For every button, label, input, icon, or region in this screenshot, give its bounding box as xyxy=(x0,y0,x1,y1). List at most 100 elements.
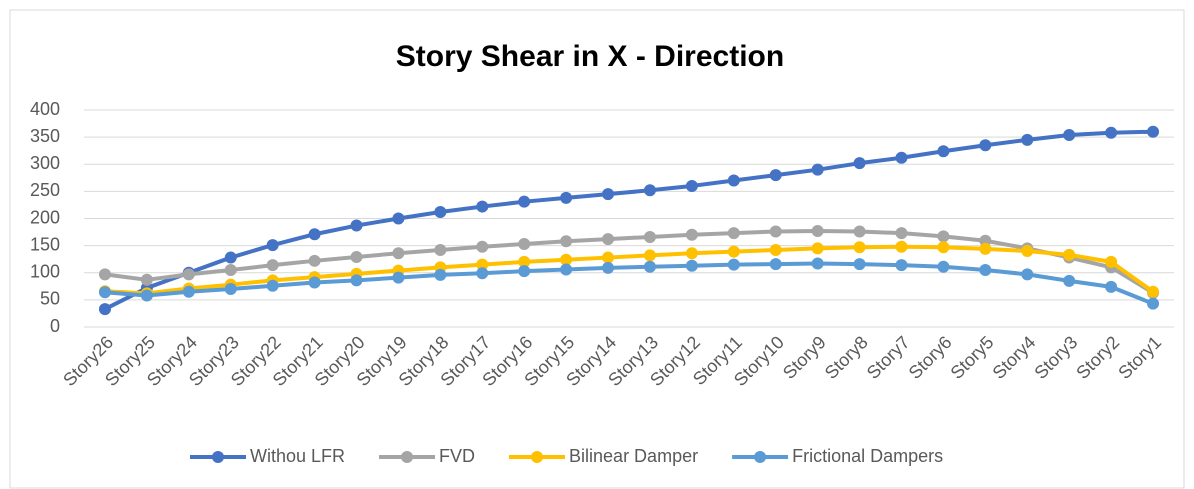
data-point xyxy=(643,260,656,273)
data-point xyxy=(643,184,656,197)
y-tick-label: 400 xyxy=(30,99,60,119)
data-point xyxy=(602,251,615,264)
data-point xyxy=(685,228,698,241)
data-point xyxy=(518,265,531,278)
data-point xyxy=(727,245,740,258)
data-point xyxy=(602,233,615,246)
data-point xyxy=(350,274,363,287)
data-point xyxy=(476,240,489,253)
data-point xyxy=(434,243,447,256)
data-point xyxy=(224,264,237,277)
data-point xyxy=(392,247,405,260)
data-point xyxy=(1105,280,1118,293)
data-point xyxy=(1105,126,1118,139)
data-point xyxy=(434,268,447,281)
data-point xyxy=(266,259,279,272)
data-point xyxy=(769,225,782,238)
legend-label: Frictional Dampers xyxy=(792,446,943,466)
y-tick-label: 150 xyxy=(30,234,60,254)
y-tick-label: 0 xyxy=(50,316,60,336)
data-point xyxy=(811,257,824,270)
data-point xyxy=(811,163,824,176)
data-point xyxy=(1021,268,1034,281)
data-point xyxy=(727,258,740,271)
y-tick-label: 50 xyxy=(40,289,60,309)
data-point xyxy=(727,227,740,240)
legend-label: FVD xyxy=(439,446,475,466)
data-point xyxy=(727,174,740,187)
data-point xyxy=(350,219,363,232)
data-point xyxy=(937,241,950,254)
y-tick-label: 250 xyxy=(30,180,60,200)
data-point xyxy=(308,254,321,267)
data-point xyxy=(685,179,698,192)
data-point xyxy=(643,249,656,262)
legend-marker xyxy=(754,451,767,463)
legend-marker xyxy=(401,451,414,463)
data-point xyxy=(1147,285,1160,298)
data-point xyxy=(434,205,447,218)
data-point xyxy=(811,242,824,255)
data-point xyxy=(602,261,615,274)
data-point xyxy=(392,271,405,284)
data-point xyxy=(979,264,992,277)
chart-title: Story Shear in X - Direction xyxy=(396,40,784,73)
data-point xyxy=(182,285,195,298)
legend-label: Bilinear Damper xyxy=(569,446,698,466)
data-point xyxy=(98,268,111,281)
data-point xyxy=(266,279,279,292)
data-point xyxy=(1063,274,1076,287)
y-tick-label: 200 xyxy=(30,207,60,227)
data-point xyxy=(1021,133,1034,146)
data-point xyxy=(979,242,992,255)
data-point xyxy=(224,251,237,264)
data-point xyxy=(1021,245,1034,258)
data-point xyxy=(1063,248,1076,261)
data-point xyxy=(895,240,908,253)
series-line xyxy=(104,261,1154,306)
data-point xyxy=(308,276,321,289)
data-point xyxy=(98,286,111,299)
data-point xyxy=(602,188,615,201)
data-point xyxy=(895,259,908,272)
data-point xyxy=(140,273,153,286)
series-line xyxy=(104,228,1155,295)
data-point xyxy=(1063,128,1076,141)
y-tick-label: 100 xyxy=(30,262,60,282)
data-point xyxy=(769,243,782,256)
data-point xyxy=(560,253,573,266)
data-point xyxy=(895,227,908,240)
series-line xyxy=(104,129,1154,311)
data-point xyxy=(685,259,698,272)
data-point xyxy=(266,239,279,252)
data-point xyxy=(518,255,531,268)
data-point xyxy=(937,260,950,273)
y-tick-label: 300 xyxy=(30,153,60,173)
data-point xyxy=(1147,125,1160,138)
data-point xyxy=(937,145,950,158)
data-point xyxy=(518,237,531,250)
data-point xyxy=(476,267,489,280)
data-point xyxy=(98,303,111,316)
data-point xyxy=(392,212,405,225)
data-point xyxy=(769,169,782,182)
data-point xyxy=(811,224,824,237)
data-point xyxy=(476,258,489,271)
data-point xyxy=(685,247,698,260)
data-point xyxy=(853,225,866,238)
data-point xyxy=(895,151,908,164)
data-point xyxy=(224,283,237,296)
legend-marker xyxy=(531,451,544,463)
data-point xyxy=(350,251,363,264)
legend-marker xyxy=(212,451,224,463)
legend-label: Withou LFR xyxy=(250,446,345,466)
y-tick-label: 350 xyxy=(30,126,60,146)
data-point xyxy=(643,230,656,243)
data-point xyxy=(1105,255,1118,268)
data-point xyxy=(853,157,866,170)
data-point xyxy=(1147,297,1160,310)
data-point xyxy=(937,230,950,243)
series-line xyxy=(104,244,1155,296)
